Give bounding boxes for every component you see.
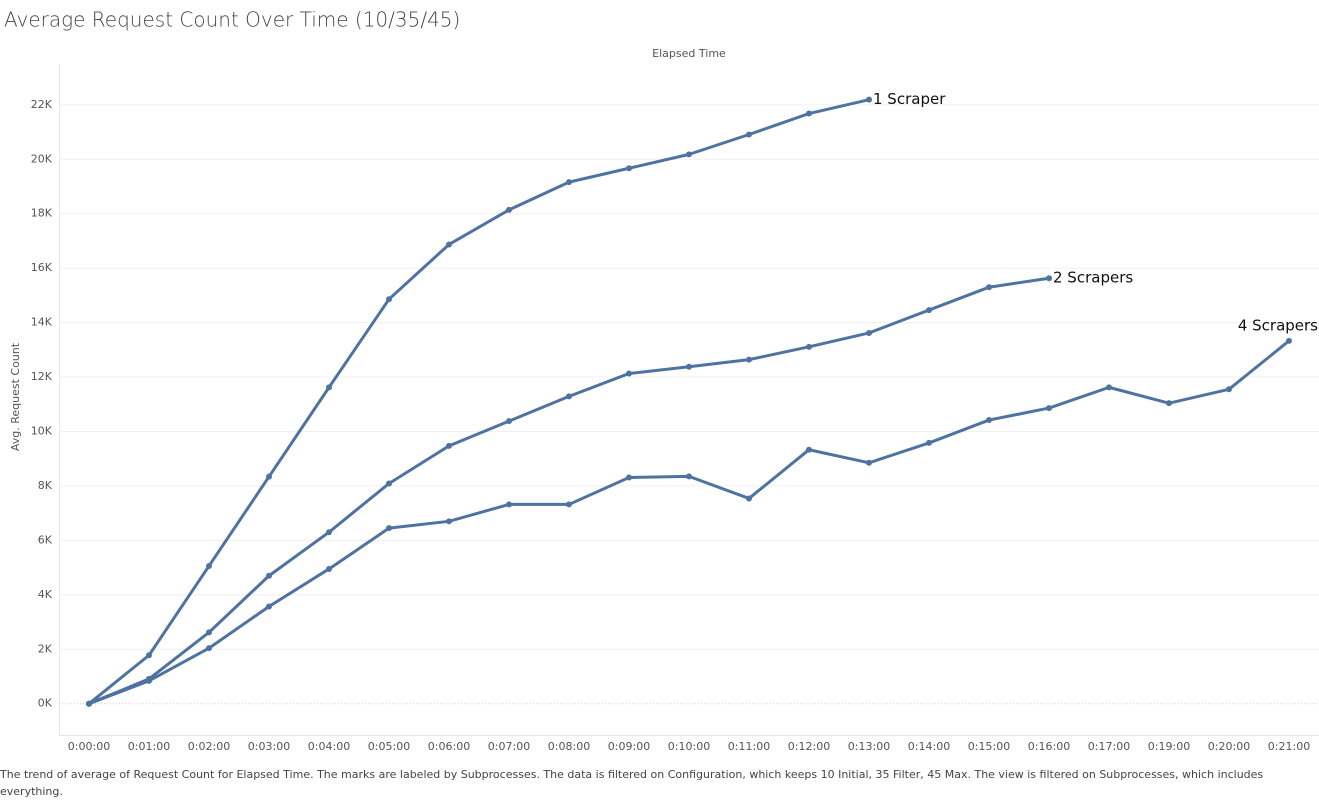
x-tick-label: 0:07:00 bbox=[488, 740, 530, 753]
data-point bbox=[566, 501, 572, 508]
y-tick-label: 14K bbox=[31, 316, 53, 329]
data-point bbox=[686, 473, 692, 480]
x-tick-label: 0:09:00 bbox=[608, 740, 650, 753]
data-point bbox=[326, 384, 332, 391]
data-point bbox=[1226, 386, 1232, 393]
data-point bbox=[986, 417, 992, 424]
data-point bbox=[386, 296, 392, 303]
data-point bbox=[746, 131, 752, 138]
chart: Average Request Count Over Time (10/35/4… bbox=[4, 8, 1319, 753]
data-point bbox=[1286, 337, 1292, 344]
chart-title: Average Request Count Over Time (10/35/4… bbox=[4, 8, 460, 32]
data-point bbox=[866, 329, 872, 336]
x-tick-label: 0:13:00 bbox=[848, 740, 890, 753]
y-tick-label: 18K bbox=[31, 207, 53, 220]
x-tick-label: 0:20:00 bbox=[1208, 740, 1250, 753]
series-label: 4 Scrapers bbox=[1238, 316, 1318, 334]
data-point bbox=[806, 446, 812, 453]
x-tick-label: 0:06:00 bbox=[428, 740, 470, 753]
data-point bbox=[1046, 405, 1052, 412]
data-point bbox=[866, 96, 872, 103]
x-tick-label: 0:17:00 bbox=[1088, 740, 1130, 753]
data-point bbox=[146, 677, 152, 684]
data-point bbox=[566, 179, 572, 186]
data-point bbox=[146, 652, 152, 659]
x-tick-label: 0:11:00 bbox=[728, 740, 770, 753]
y-tick-label: 10K bbox=[31, 424, 53, 437]
y-tick-label: 22K bbox=[31, 98, 53, 111]
data-point bbox=[266, 572, 272, 579]
data-point bbox=[926, 307, 932, 314]
data-point bbox=[506, 501, 512, 508]
y-tick-label: 8K bbox=[38, 479, 53, 492]
data-point bbox=[386, 525, 392, 532]
data-point bbox=[1046, 275, 1052, 282]
data-point bbox=[626, 474, 632, 481]
y-tick-label: 2K bbox=[38, 642, 53, 655]
data-point bbox=[446, 241, 452, 248]
y-tick-label: 20K bbox=[31, 152, 53, 165]
data-point bbox=[446, 442, 452, 449]
x-tick-label: 0:04:00 bbox=[308, 740, 350, 753]
data-point bbox=[266, 603, 272, 610]
data-point bbox=[866, 459, 872, 466]
series-label: 1 Scraper bbox=[873, 90, 946, 108]
x-tick-label: 0:12:00 bbox=[788, 740, 830, 753]
series-label: 2 Scrapers bbox=[1053, 269, 1133, 287]
y-tick-label: 16K bbox=[31, 261, 53, 274]
x-tick-label: 0:10:00 bbox=[668, 740, 710, 753]
data-point bbox=[86, 700, 92, 707]
series-line bbox=[88, 98, 870, 705]
series-line bbox=[88, 276, 1050, 706]
x-tick-label: 0:21:00 bbox=[1268, 740, 1310, 753]
data-point bbox=[386, 480, 392, 487]
y-tick-label: 4K bbox=[38, 588, 53, 601]
x-tick-label: 0:08:00 bbox=[548, 740, 590, 753]
data-point bbox=[806, 110, 812, 117]
x-tick-label: 0:05:00 bbox=[368, 740, 410, 753]
x-tick-label: 0:01:00 bbox=[128, 740, 170, 753]
x-tick-label: 0:15:00 bbox=[968, 740, 1010, 753]
data-point bbox=[926, 439, 932, 446]
data-point bbox=[206, 562, 212, 569]
x-tick-label: 0:00:00 bbox=[68, 740, 110, 753]
y-axis-title: Avg. Request Count bbox=[9, 342, 22, 451]
data-point bbox=[746, 495, 752, 502]
x-tick-label: 0:14:00 bbox=[908, 740, 950, 753]
data-point bbox=[806, 343, 812, 350]
y-tick-label: 0K bbox=[38, 697, 53, 710]
data-point bbox=[986, 284, 992, 291]
data-point bbox=[1166, 400, 1172, 407]
x-tick-label: 0:19:00 bbox=[1148, 740, 1190, 753]
x-tick-label: 0:02:00 bbox=[188, 740, 230, 753]
data-point bbox=[326, 565, 332, 572]
y-tick-label: 12K bbox=[31, 370, 53, 383]
x-axis-title: Elapsed Time bbox=[652, 47, 726, 60]
data-point bbox=[446, 518, 452, 525]
x-tick-label: 0:16:00 bbox=[1028, 740, 1070, 753]
data-point bbox=[266, 473, 272, 480]
data-point bbox=[506, 206, 512, 213]
data-point bbox=[206, 645, 212, 652]
data-point bbox=[626, 370, 632, 377]
caption: The trend of average of Request Count fo… bbox=[0, 768, 1264, 798]
x-tick-label: 0:03:00 bbox=[248, 740, 290, 753]
data-point bbox=[1106, 384, 1112, 391]
data-point bbox=[206, 629, 212, 636]
data-point bbox=[626, 165, 632, 172]
y-tick-label: 6K bbox=[38, 533, 53, 546]
data-point bbox=[506, 418, 512, 425]
data-point bbox=[326, 529, 332, 536]
data-point bbox=[686, 363, 692, 370]
data-point bbox=[566, 393, 572, 400]
data-point bbox=[746, 356, 752, 363]
data-point bbox=[686, 151, 692, 158]
